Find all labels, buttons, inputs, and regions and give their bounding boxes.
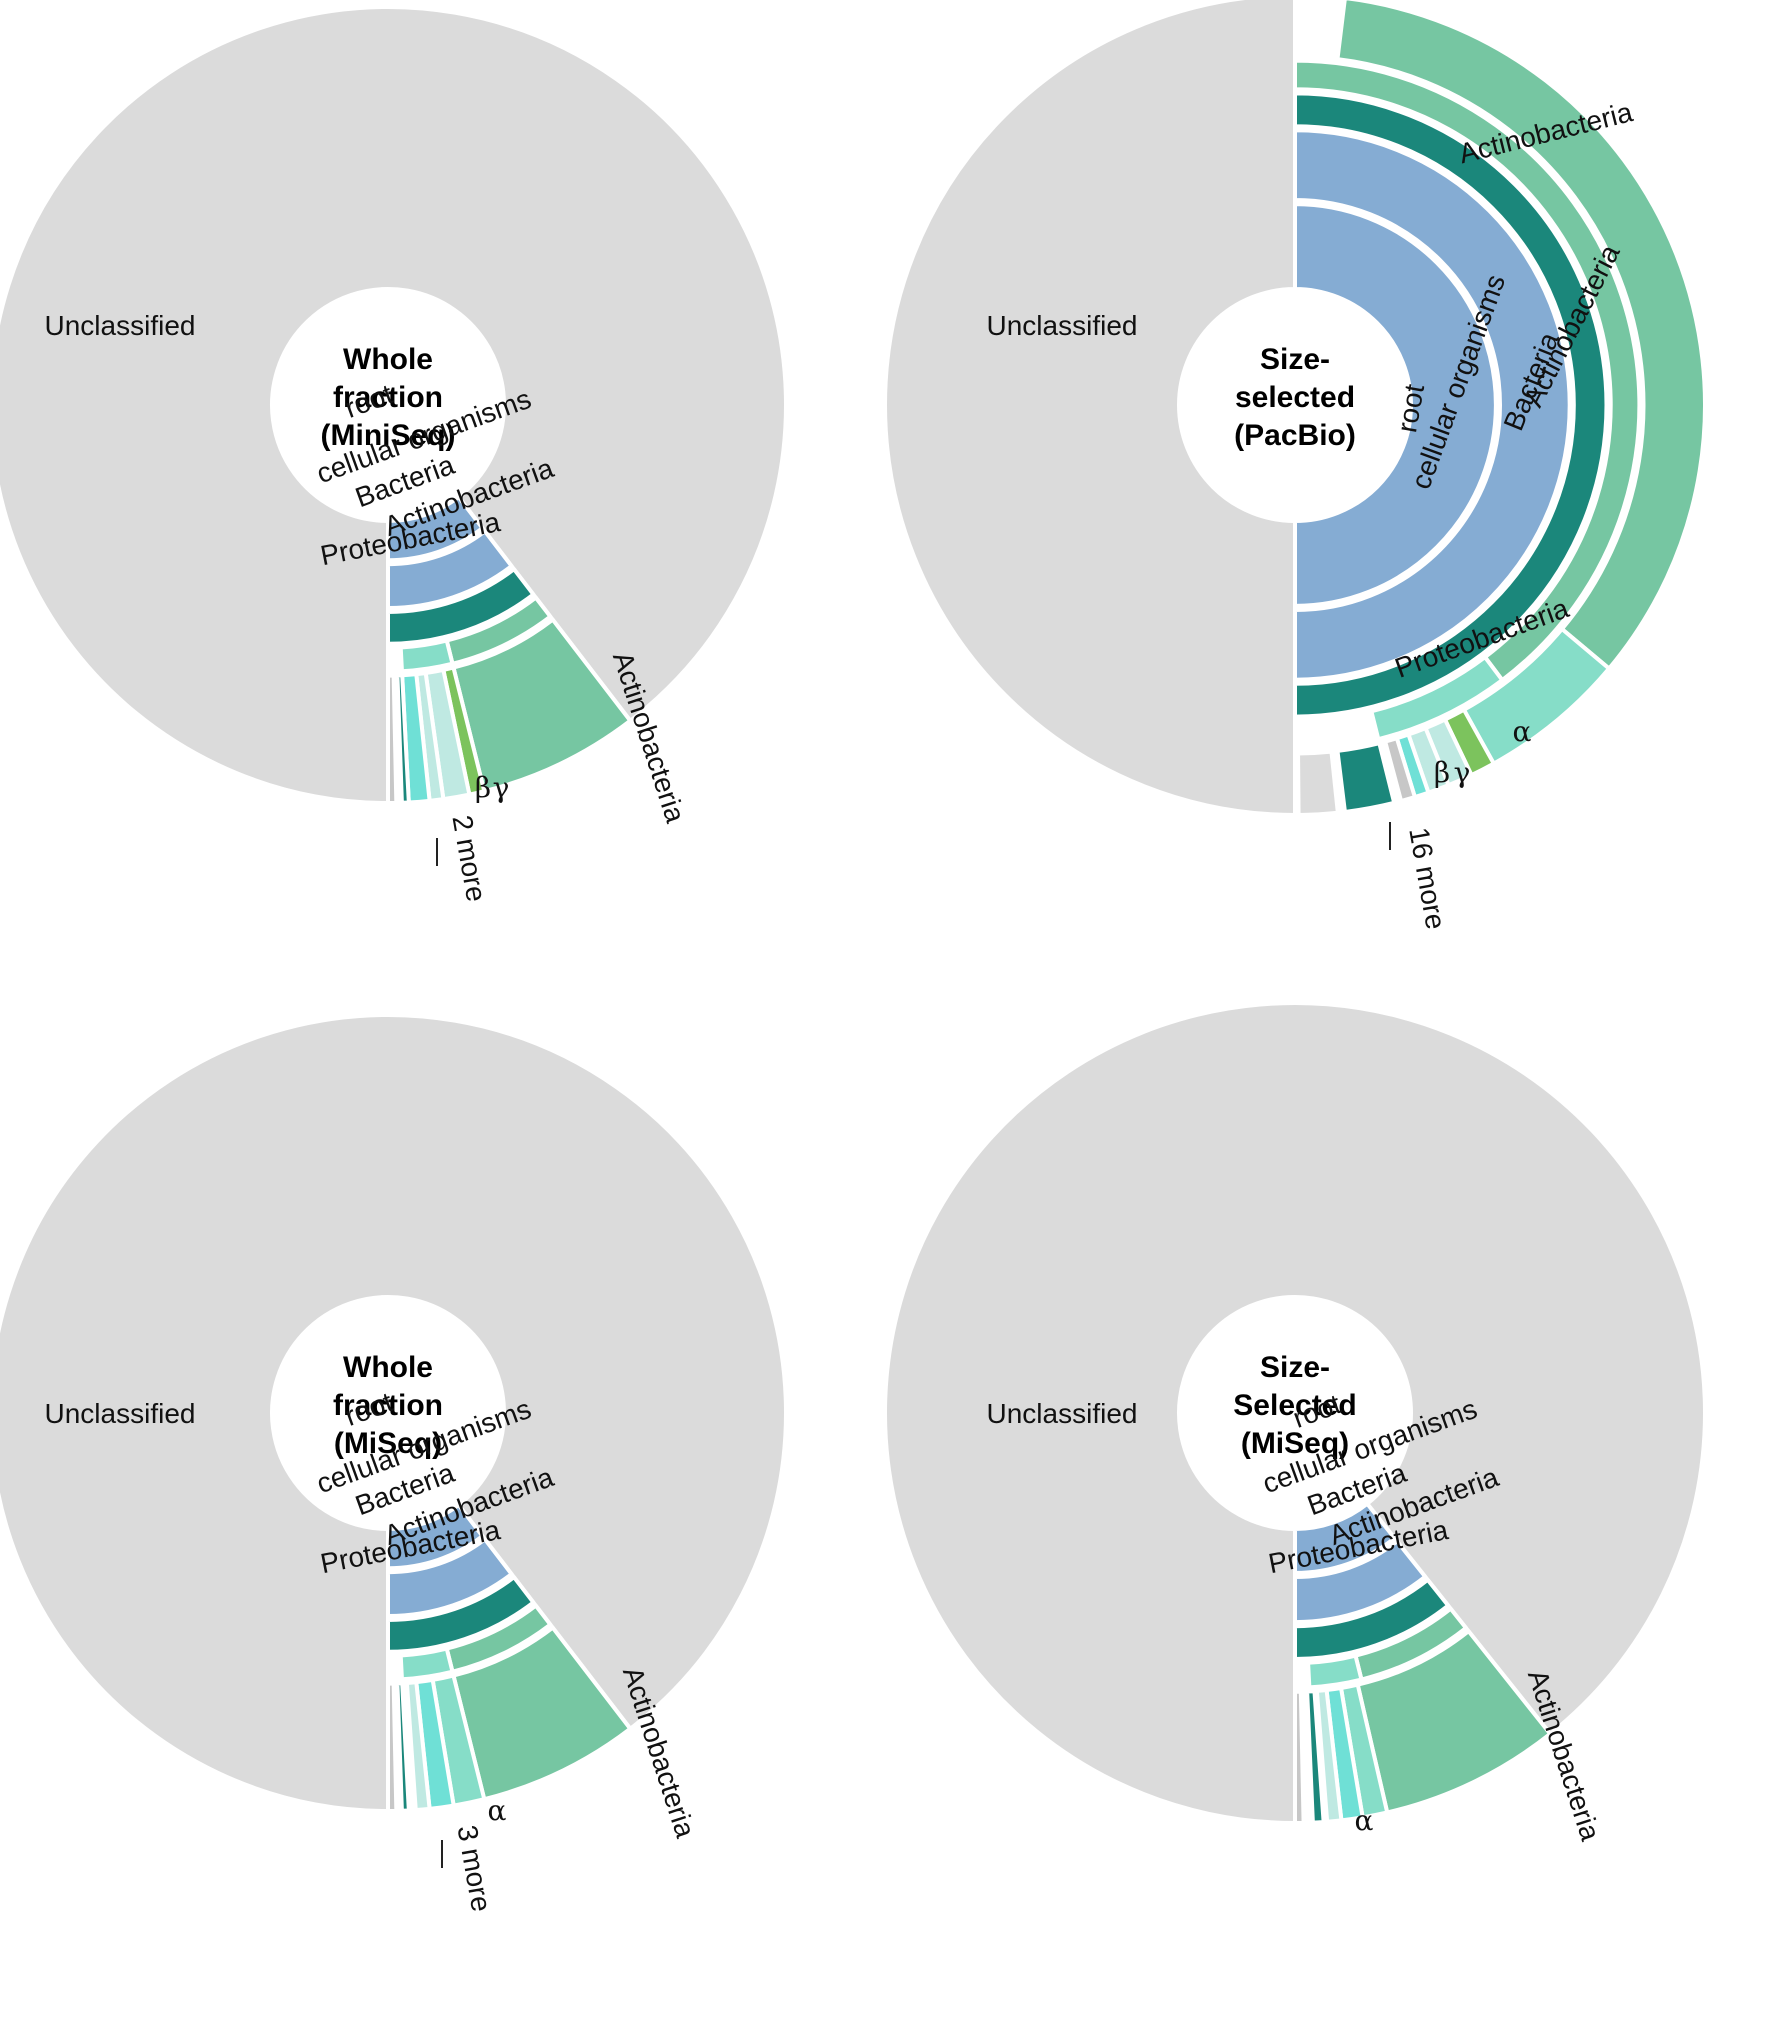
wedge-bacteria-level-3[interactable] [1293,91,1609,719]
sunburst-panel-2: Size-selected(PacBio)Unclassifiedrootcel… [883,0,1707,932]
wedge-root-level-1[interactable] [1293,1501,1397,1575]
center-circle [1188,1306,1402,1520]
wedge-bacteria-level-3[interactable] [386,1575,536,1654]
unclassified-label: Unclassified [987,310,1138,341]
unclassified-label: Unclassified [987,1398,1138,1429]
wedge-minor-14[interactable] [1296,749,1340,817]
wedge-minor-9[interactable] [404,1680,432,1813]
wedge-actinobacteria-level-4[interactable] [444,595,553,666]
sunburst-panel-1: Wholefraction(MiniSeq)Unclassifiedrootce… [0,5,788,904]
sunburst-panel-4: Size-Selected(MiSeq)Unclassified rootcell… [883,1001,1707,1845]
center-title-line: (MiSeq) [1241,1427,1349,1460]
center-title-line: Selected [1233,1389,1356,1422]
center-title-line: Whole [343,343,433,376]
greek-label: α [488,1794,507,1827]
wedge-minor-11[interactable] [395,673,411,805]
wedge-unclassified-level-1[interactable] [883,0,1297,817]
wedge-minor-12[interactable] [386,673,399,806]
center-title-line: fraction [333,381,443,414]
center-title-line: (MiniSeq) [321,419,456,452]
center-title-line: selected [1235,381,1355,414]
more-label: 2 more [447,813,493,904]
wedge-minor-10[interactable] [395,1681,411,1813]
center-circle [281,298,495,512]
wedge-cellular-organisms-level-2[interactable] [386,1537,514,1618]
wedge-proteobacteria-level-4[interactable] [1369,655,1505,742]
greek-label: γ [493,771,510,804]
wedge-root-level-1[interactable] [386,495,485,563]
wedge-minor-11[interactable] [1293,1689,1306,1825]
greek-label: β [1434,756,1450,789]
wedge-unclassified-level-1[interactable] [0,1013,788,1813]
center-title-line: (PacBio) [1234,419,1356,452]
center-circle [1188,298,1402,512]
wedge-minor-7[interactable] [1461,627,1612,766]
wedge-proteobacteria-level-4[interactable] [398,1646,455,1682]
center-title-line: Size- [1260,1351,1330,1384]
wedge-root-level-1[interactable] [1293,202,1498,608]
wedge-actinobacteria-level-5[interactable] [1355,1629,1553,1815]
wedge-cellular-organisms-level-2[interactable] [1293,1539,1428,1625]
center-circle [281,1306,495,1520]
wedge-root-level-1[interactable] [386,1503,485,1571]
wedge-minor-10[interactable] [1305,1689,1326,1825]
wedge-cellular-organisms-level-2[interactable] [386,529,514,610]
greek-label: α [1513,715,1532,748]
wedge-proteobacteria-level-4[interactable] [398,638,455,674]
wedge-actinobacteria-level-5[interactable] [451,1625,633,1802]
wedge-minor-13[interactable] [1335,741,1397,814]
wedge-unclassified-level-1[interactable] [0,5,788,805]
wedge-actinobacteria-level-5[interactable] [451,617,633,794]
greek-label: α [1355,1804,1374,1837]
wedge-cellular-organisms-level-2[interactable] [1293,128,1572,682]
greek-label: β [475,771,491,804]
wedge-minor-12[interactable] [1383,736,1417,804]
center-title-line: Size- [1260,343,1330,376]
wedge-actinobacteria-level-4[interactable] [1353,1606,1468,1682]
more-label: 16 more [1403,825,1451,932]
unclassified-label: Unclassified [45,1398,196,1429]
wedge-actinobacteria-level-4[interactable] [444,1603,553,1674]
wedge-minor-9[interactable] [1314,1688,1344,1824]
wedge-unclassified-level-1[interactable] [883,1001,1707,1825]
wedge-proteobacteria-level-4[interactable] [1306,1653,1364,1690]
wedge-actinobacteria-level-5[interactable] [1335,0,1707,671]
center-title-line: fraction [333,1389,443,1422]
greek-label: γ [1454,756,1471,789]
unclassified-label: Unclassified [45,310,196,341]
center-title-line: Whole [343,1351,433,1384]
wedge-actinobacteria-level-4[interactable] [1293,58,1642,683]
center-title-line: (MiSeq) [334,1427,442,1460]
wedge-bacteria-level-3[interactable] [1293,1577,1451,1661]
wedge-minor-11[interactable] [386,1681,399,1813]
wedge-bacteria-level-3[interactable] [386,567,536,646]
more-label: 3 more [452,1823,498,1914]
